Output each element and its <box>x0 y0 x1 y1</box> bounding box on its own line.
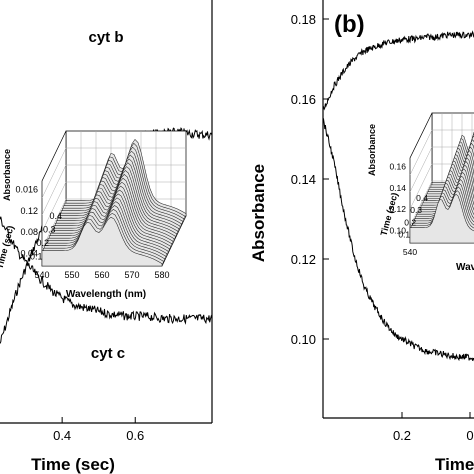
inset-wavelength-tick-label: 580 <box>154 270 169 280</box>
inset-grid-line <box>41 198 67 250</box>
inset-wavelength-axis-label: Wavelength (nm) <box>66 289 146 300</box>
inset-wavelength-tick-label: 540 <box>34 270 49 280</box>
inset-time-tick-label: 0.1 <box>30 252 43 262</box>
inset-z-tick-label: 0.12 <box>20 206 38 216</box>
inset-grid-line <box>409 180 433 227</box>
inset-surface-trace <box>409 193 474 244</box>
inset-wavelength-tick-label: 570 <box>124 270 139 280</box>
panel-a-x-tick-label: 0.6 <box>126 428 144 443</box>
panel-b-series-line-2 <box>322 118 474 362</box>
inset-wavelength-tick-label: 560 <box>94 270 109 280</box>
inset-z-tick-label: 0.04 <box>20 248 38 258</box>
inset-time-tick-label: 0.2 <box>404 217 416 227</box>
panel-b-x-tick-label: 0 <box>466 428 473 443</box>
panel-b-y-tick-label: 0.16 <box>291 92 316 107</box>
panel-b-x-tick-label: 0.2 <box>393 428 411 443</box>
inset-z-tick-label: 0.08 <box>20 227 38 237</box>
inset-time-tick-label: 0.4 <box>49 211 62 221</box>
inset-grid-line <box>41 147 67 199</box>
panel-b-y-axis-label: Absorbance <box>249 164 268 262</box>
inset-grid-line <box>41 181 67 233</box>
panel-b-inset-3d-plot: 0.16 0.14 0.12 0.10 0.4 0.3 0.2 0.1 540 Absorbanc… <box>367 112 474 273</box>
panel-a: 0.4 0.6 Time (sec) cyt b cyt c 0.0160.120… <box>0 0 213 474</box>
panel-a-series-label-cyt-c: cyt c <box>91 345 125 362</box>
inset-z-tick-label: 0.10 <box>389 225 406 235</box>
panel-b-y-tick-label: 0.14 <box>291 172 316 187</box>
inset-wavelength-axis-label: Wav <box>456 262 474 273</box>
inset-z-tick-label: 0.12 <box>389 204 406 214</box>
inset-time-tick-label: 0.2 <box>37 238 50 248</box>
inset-grid-line <box>409 163 433 210</box>
panel-a-x-tick-label: 0.4 <box>53 428 71 443</box>
inset-grid-line <box>409 146 433 193</box>
inset-time-tick-label: 0.1 <box>398 229 410 239</box>
panel-a-x-ticks: 0.4 0.6 <box>53 417 144 443</box>
inset-grid-line <box>41 164 67 216</box>
panel-b-y-tick-label: 0.18 <box>291 12 316 27</box>
inset-z-axis-label: Absorbance <box>2 149 12 201</box>
inset-surface-trace <box>41 216 163 267</box>
inset-time-axis-label: Time (sec) <box>0 225 16 270</box>
panel-b-y-tick-label: 0.10 <box>291 332 316 347</box>
inset-z-tick-label: 0.016 <box>15 185 38 195</box>
inset-time-tick-label: 0.4 <box>416 193 428 203</box>
panel-b-series-line-1 <box>322 30 474 111</box>
inset-grid-line <box>409 129 433 176</box>
panel-b-series <box>322 30 474 362</box>
inset-wavelength-tick-label: 550 <box>64 270 79 280</box>
inset-wavelength-tick-label: 540 <box>403 247 417 257</box>
panel-b-x-ticks: 0.2 0 <box>393 412 474 443</box>
panel-a-x-axis-label: Time (sec) <box>31 455 115 474</box>
inset-time-tick-label: 0.3 <box>410 205 422 215</box>
panel-b-title: (b) <box>334 11 365 38</box>
panel-b-x-axis-label: Time <box>435 455 474 474</box>
panel-a-series-label-cyt-b: cyt b <box>88 29 123 46</box>
panel-b-y-ticks: 0.18 0.16 0.14 0.12 0.10 <box>291 12 329 347</box>
inset-time-tick-label: 0.3 <box>43 225 56 235</box>
inset-z-tick-label: 0.16 <box>389 162 406 172</box>
panel-a-inset-3d-plot: 0.016 0.12 0.08 0.04 0.4 0.3 0.2 0.1 540 550 560 57… <box>0 130 187 300</box>
panel-b: (b) Absorbance Time 0.180.160.140.120.10… <box>249 0 474 474</box>
inset-z-tick-label: 0.14 <box>389 183 406 193</box>
inset-z-axis-label: Absorbance <box>367 124 377 176</box>
panel-a-series-line-cyt-c <box>0 216 213 325</box>
panel-b-y-tick-label: 0.12 <box>291 252 316 267</box>
